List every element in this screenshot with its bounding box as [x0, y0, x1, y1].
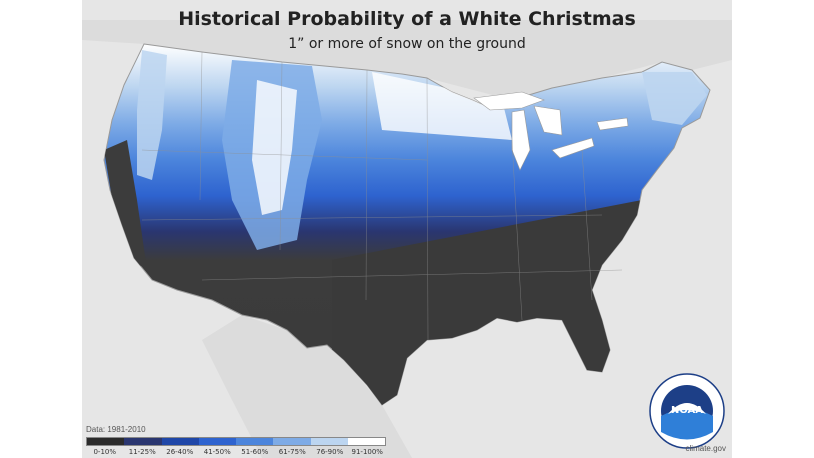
pacific-coast: [104, 140, 147, 270]
noaa-logo: NOAA: [649, 373, 725, 449]
snow-probability-map: [82, 20, 732, 458]
new-england-snow: [642, 72, 707, 125]
lake-superior: [473, 91, 545, 111]
legend-label-3: 41-50%: [203, 448, 231, 456]
map-title: Historical Probability of a White Christ…: [178, 8, 636, 30]
noaa-bird-icon: [668, 403, 706, 414]
legend-swatch-4: [236, 438, 274, 445]
legend-label-1: 11-25%: [128, 448, 156, 456]
noaa-logo-text: NOAA: [671, 405, 703, 416]
mexico-land: [202, 315, 412, 458]
canada-land: [82, 20, 732, 100]
legend-label-5: 61-75%: [278, 448, 306, 456]
map-frame: Historical Probability of a White Christ…: [82, 0, 732, 458]
legend-swatch-1: [124, 438, 162, 445]
legend-label-4: 51-60%: [241, 448, 269, 456]
legend-swatch-7: [347, 438, 385, 445]
legend-swatch-6: [310, 438, 348, 445]
cascades-snow: [137, 50, 167, 180]
rockies-peaks: [252, 80, 297, 215]
state-boundaries: [141, 51, 623, 341]
legend-label-0: 0-10%: [93, 448, 117, 456]
legend-label-2: 26-40%: [166, 448, 194, 456]
legend-label-6: 76-90%: [316, 448, 344, 456]
legend-swatch-3: [198, 438, 236, 445]
lake-erie: [551, 137, 595, 159]
legend-color-bar: [86, 437, 386, 446]
north-plains-snow: [372, 72, 512, 140]
credit: climate.gov: [685, 444, 726, 453]
map-subtitle: 1” or more of snow on the ground: [288, 36, 526, 52]
legend: 0-10% 11-25% 26-40% 41-50% 51-60% 61-75%…: [86, 437, 386, 456]
lake-ontario: [596, 117, 629, 131]
lake-huron: [533, 105, 563, 136]
legend-label-7: 91-100%: [351, 448, 383, 456]
legend-swatch-5: [273, 438, 311, 445]
legend-swatch-0: [87, 438, 125, 445]
data-period: Data: 1981-2010: [86, 425, 146, 434]
legend-swatch-2: [161, 438, 199, 445]
